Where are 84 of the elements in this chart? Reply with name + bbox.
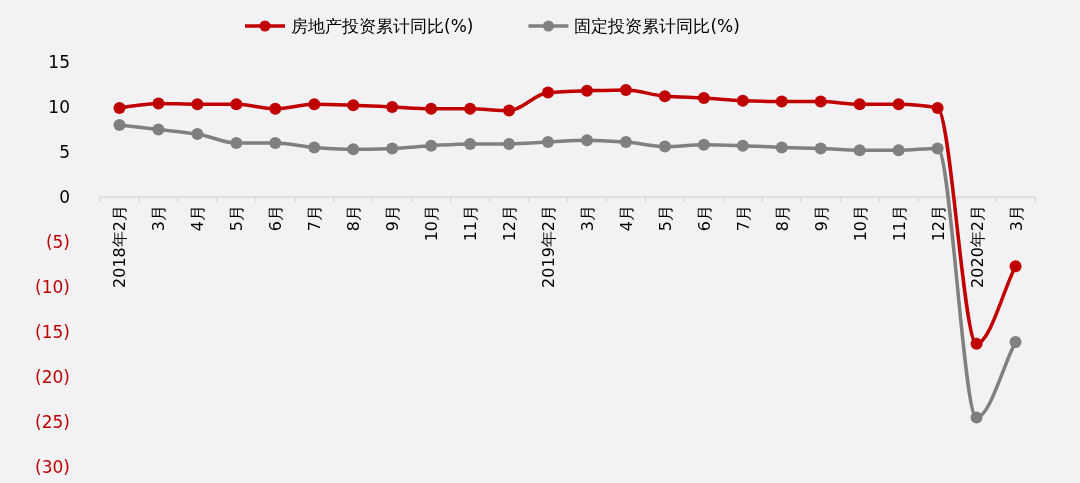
y-tick-label: (5) (45, 232, 70, 252)
point (152, 97, 165, 110)
point (503, 137, 516, 150)
point (853, 98, 866, 111)
point (736, 94, 749, 107)
x-tick-label: 2020年2月 (967, 205, 987, 288)
point (503, 104, 516, 117)
point (814, 95, 827, 108)
point (736, 139, 749, 152)
x-tick-label: 5月 (655, 205, 675, 232)
y-tick-label: (15) (35, 322, 70, 342)
point (347, 143, 360, 156)
point (580, 134, 593, 147)
point (308, 98, 321, 111)
point (113, 101, 126, 114)
point (892, 98, 905, 111)
point (425, 102, 438, 115)
x-tick-label: 10月 (422, 205, 442, 242)
x-tick-label: 8月 (772, 205, 792, 232)
x-tick-label: 3月 (577, 205, 597, 232)
y-tick-label: (10) (35, 277, 70, 297)
point (619, 83, 632, 96)
point (347, 99, 360, 112)
point (386, 101, 399, 113)
y-tick-label: 0 (59, 187, 70, 207)
point (1009, 335, 1022, 348)
x-tick-label: 2019年2月 (539, 205, 559, 288)
point (269, 102, 282, 115)
point (970, 411, 983, 424)
x-tick-label: 10月 (850, 205, 870, 242)
point (425, 139, 438, 152)
point (697, 138, 710, 151)
y-tick-label: 5 (59, 142, 70, 162)
x-tick-label: 11月 (889, 205, 909, 242)
point (658, 90, 671, 103)
point (191, 98, 204, 111)
point (580, 84, 593, 97)
y-tick-label: 15 (48, 52, 70, 72)
x-tick-label: 7月 (305, 205, 325, 232)
x-tick-label: 3月 (149, 205, 169, 232)
point (542, 86, 555, 99)
point (970, 337, 983, 350)
point (775, 141, 788, 154)
legend-label: 房地产投资累计同比(%) (291, 16, 474, 36)
point (853, 144, 866, 157)
x-tick-label: 12月 (500, 205, 520, 242)
point (152, 123, 165, 136)
point (464, 102, 477, 115)
y-tick-label: (20) (35, 367, 70, 387)
point (697, 92, 710, 104)
point (931, 101, 944, 114)
x-tick-label: 11月 (461, 205, 481, 242)
point (775, 95, 788, 108)
x-tick-label: 5月 (227, 205, 247, 232)
point (230, 137, 243, 149)
x-tick-label: 9月 (383, 205, 403, 232)
legend-label: 固定投资累计同比(%) (574, 16, 740, 36)
point (892, 144, 905, 157)
x-tick-label: 4月 (188, 205, 208, 232)
y-tick-label: (25) (35, 412, 70, 432)
x-tick-label: 7月 (733, 205, 753, 232)
x-tick-label: 6月 (694, 205, 714, 232)
point (230, 98, 243, 111)
y-tick-label: (30) (35, 457, 70, 477)
point (386, 142, 399, 155)
point (814, 142, 827, 155)
y-tick-label: 10 (48, 97, 70, 117)
x-tick-label: 6月 (266, 205, 286, 232)
point (113, 119, 126, 131)
point (658, 140, 671, 153)
point (464, 137, 477, 150)
point (191, 128, 204, 140)
x-tick-label: 8月 (344, 205, 364, 232)
x-tick-label: 3月 (1006, 205, 1026, 232)
point (931, 142, 944, 155)
x-tick-label: 9月 (811, 205, 831, 232)
point (308, 141, 321, 154)
x-tick-label: 4月 (616, 205, 636, 232)
x-tick-label: 12月 (928, 205, 948, 242)
point (1009, 260, 1022, 273)
point (542, 136, 555, 149)
point (619, 136, 632, 149)
point (269, 137, 282, 149)
x-tick-label: 2018年2月 (110, 205, 130, 288)
